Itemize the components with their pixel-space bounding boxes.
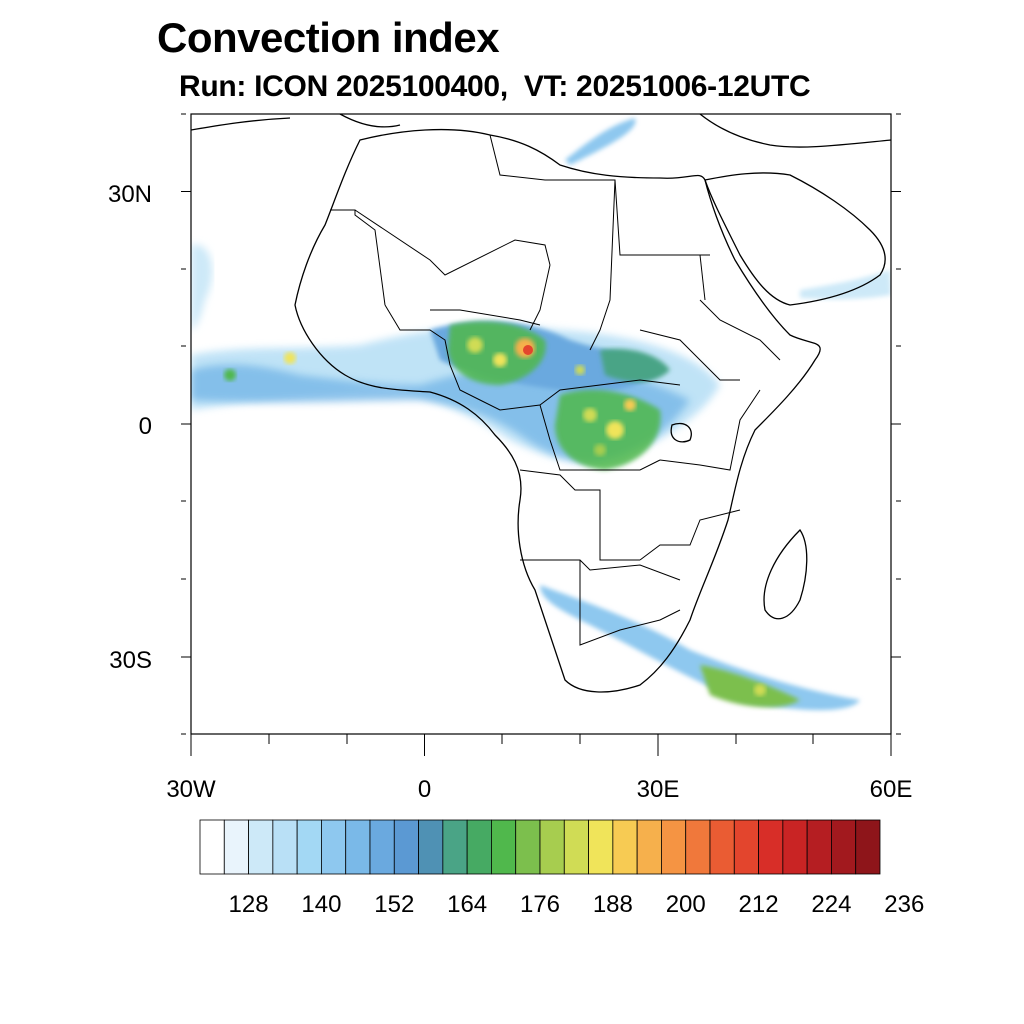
africa-coastline: [294, 128, 821, 693]
lat-label-0: 0: [139, 413, 152, 440]
colorbar-swatch: [733, 819, 759, 875]
colorbar-tick-label: 176: [520, 891, 560, 918]
colorbar-tick-label: 200: [666, 891, 706, 918]
lon-label-60e: 60E: [870, 776, 913, 803]
madagascar: [763, 528, 808, 620]
colorbar-swatch: [491, 819, 517, 875]
colorbar-swatch: [831, 819, 857, 875]
colorbar-tick-label: 152: [374, 891, 414, 918]
colorbar-swatch: [345, 819, 371, 875]
convection-band-east: [800, 270, 891, 300]
colorbar-tick-label: 236: [884, 891, 924, 918]
country-borders: [330, 134, 781, 646]
lat-label-30n: 30N: [108, 181, 152, 208]
colorbar-swatch: [466, 819, 492, 875]
colorbar-swatch: [806, 819, 832, 875]
map-subtitle: Run: ICON 2025100400, VT: 20251006-12UTC: [179, 70, 811, 103]
lon-label-30w: 30W: [166, 776, 216, 803]
colorbar-swatch: [296, 819, 322, 875]
coastlines: [191, 114, 891, 693]
map-area[interactable]: [191, 114, 891, 711]
convection-band-atlantic-north: [191, 244, 213, 330]
colorbar-swatch: [539, 819, 565, 875]
colorbar-swatch: [685, 819, 711, 875]
colorbar-swatch: [369, 819, 395, 875]
convection-band-med: [565, 118, 636, 165]
convection-band-southeast: [540, 585, 860, 711]
colorbar-tick-label: 128: [229, 891, 269, 918]
lon-label-30e: 30E: [637, 776, 680, 803]
colorbar-swatch: [223, 819, 249, 875]
colorbar-tick-label: 164: [447, 891, 487, 918]
colorbar-swatch: [199, 819, 225, 875]
colorbar-swatch: [418, 819, 444, 875]
colorbar-swatch: [393, 819, 419, 875]
colorbar-swatch: [612, 819, 638, 875]
colorbar-swatch: [248, 819, 274, 875]
map-title: Convection index: [157, 14, 500, 61]
lon-ticks: [190, 734, 892, 756]
colorbar-swatch: [321, 819, 347, 875]
colorbar-labels: 128 140 152 164 176 188 200 212 224 236: [229, 891, 925, 918]
colorbar-swatch: [636, 819, 662, 875]
colorbar-tick-label: 188: [593, 891, 633, 918]
colorbar-swatch: [442, 819, 468, 875]
colorbar-swatch: [758, 819, 784, 875]
convection-field: [191, 118, 891, 711]
colorbar-swatch: [709, 819, 735, 875]
lat-ticks: [181, 113, 901, 735]
colorbar-swatch: [515, 819, 541, 875]
colorbar-swatch: [563, 819, 589, 875]
colorbar-swatch: [588, 819, 614, 875]
colorbar-swatch: [272, 819, 298, 875]
lat-label-30s: 30S: [109, 647, 152, 674]
lake-victoria: [670, 422, 692, 443]
colorbar: [199, 819, 881, 875]
convection-core-nigeria: [448, 321, 546, 385]
lon-label-0: 0: [418, 776, 431, 803]
europe-coast: [191, 114, 891, 148]
colorbar-swatch: [661, 819, 687, 875]
colorbar-tick-label: 224: [811, 891, 851, 918]
colorbar-tick-label: 140: [301, 891, 341, 918]
colorbar-swatch: [782, 819, 808, 875]
colorbar-swatch: [855, 819, 881, 875]
colorbar-tick-label: 212: [739, 891, 779, 918]
arabia-coastline: [704, 172, 886, 306]
